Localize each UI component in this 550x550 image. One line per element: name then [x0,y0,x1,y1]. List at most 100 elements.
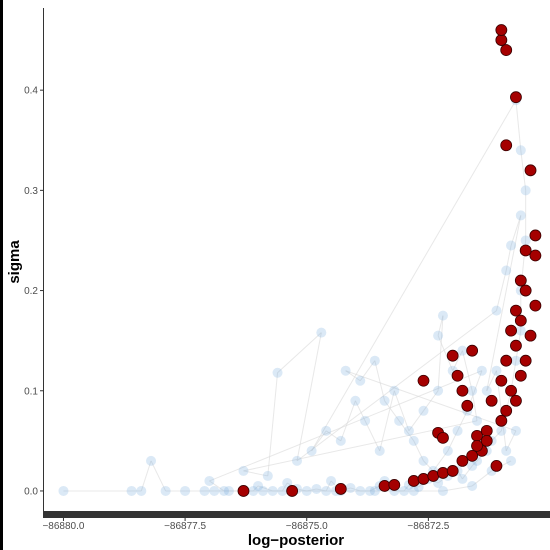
trajectory-line [486,370,497,391]
divergent-point [495,34,508,46]
draw-point [520,235,531,246]
trajectory-line [486,215,522,391]
trajectory-line [520,150,527,191]
divergent-point [510,339,522,352]
draw-point [374,445,385,456]
trajectory-line [403,484,410,492]
y-tick-label: 0.2 [24,286,38,297]
plot-area [58,24,542,497]
divergent-point [437,431,449,444]
divergent-point [514,314,527,327]
draw-point [418,405,429,416]
divergent-point [471,439,483,452]
divergent-point [480,424,493,437]
draw-point [257,485,268,496]
divergent-point [514,274,527,287]
draw-point [515,325,526,336]
draw-point [292,455,302,466]
trajectory-line [374,360,386,401]
divergent-point [529,229,542,242]
draw-point [223,485,234,496]
trajectory-line [471,470,492,487]
x-axis-bar [43,511,550,518]
draw-point [369,485,380,496]
divergent-point [378,480,391,492]
divergent-point [510,304,522,317]
y-tick-label: 0.1 [24,386,38,397]
draw-point [467,480,478,491]
draw-point [321,485,332,496]
trajectory-line [423,460,434,472]
draw-point [364,485,375,496]
draw-point [457,345,468,356]
divergent-point [505,324,517,337]
draw-point [394,415,405,426]
draw-point [496,425,507,436]
divergent-point [466,449,479,462]
divergent-point [388,479,401,491]
draw-point [437,485,448,496]
y-tick-label: 0.0 [24,486,38,497]
trajectory-line [461,350,473,391]
trajectory-line [311,99,517,452]
x-axis-ticks: −86880.0 −86877.5 −86875.0 −86872.5 [42,518,450,532]
draw-point [437,310,448,321]
draw-point [510,425,521,436]
divergent-point [505,384,517,397]
trajectory-line [296,332,322,461]
draw-point [306,445,317,456]
draw-point [326,475,337,486]
draw-point [335,435,346,446]
x-tick-label: −86880.0 [42,521,84,532]
draw-point [433,330,444,341]
trajectory-line [447,430,459,452]
trajectory-line [398,420,415,442]
trajectory-line [471,460,478,467]
draw-point [160,485,171,496]
trajectory-line [354,400,366,422]
draw-point [253,480,264,491]
draw-point [355,375,366,386]
divergent-point [437,467,449,479]
divergent-point [519,244,532,257]
trajectory-line [252,485,259,492]
draw-point [399,485,410,496]
divergent-point [519,354,532,367]
draw-point [481,385,492,396]
draw-point [472,415,483,426]
trajectory-line [325,480,332,492]
divergent-point [417,473,430,485]
draw-point [476,365,487,376]
draw-point [311,483,322,494]
divergent-point [334,483,347,495]
draw-point [267,485,278,496]
draw-point [457,473,468,484]
trajectory-line [243,420,478,472]
x-tick-label: −86872.5 [407,521,449,532]
draw-point [146,455,157,466]
trajectory-line [364,420,381,452]
draw-point [467,460,478,471]
trajectory-line [267,372,279,476]
draw-point [491,305,502,316]
divergent-point [529,299,542,312]
trajectory-line [350,487,361,492]
draw-point [180,485,191,496]
divergent-point [495,24,508,36]
trajectory-line [515,100,522,151]
trajectory-line [437,315,444,336]
draw-point [506,240,517,251]
draw-point [209,485,220,496]
draw-point [262,470,273,481]
draw-point [199,485,210,496]
divergent-point [519,284,532,297]
divergent-point [466,344,479,357]
draw-point [418,455,429,466]
x-tick-label: −86877.5 [164,521,206,532]
trajectory-line [369,485,380,492]
x-axis-title: log−posterior [248,532,344,549]
draw-point [321,425,332,436]
divergent-point [237,485,250,497]
trajectory-line [384,400,400,422]
trajectory-line [140,460,152,492]
